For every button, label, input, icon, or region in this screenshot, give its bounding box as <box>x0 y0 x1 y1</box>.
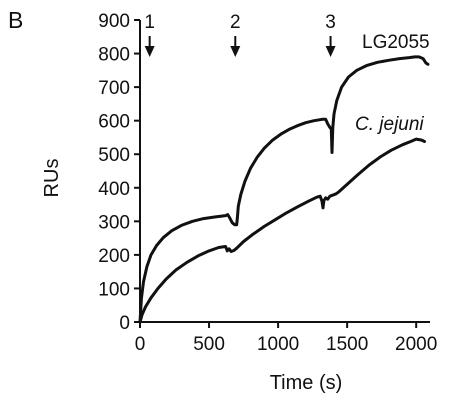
y-tick-label: 200 <box>98 246 130 267</box>
x-tick-label: 500 <box>193 334 225 355</box>
y-tick-label: 0 <box>119 313 130 334</box>
y-tick-label: 700 <box>98 78 130 99</box>
injection-arrow-head <box>325 46 336 57</box>
y-tick-label: 300 <box>98 212 130 233</box>
y-tick-label: 800 <box>98 45 130 66</box>
injection-number: 3 <box>325 12 336 33</box>
x-tick-label: 0 <box>135 334 146 355</box>
x-tick-label: 1500 <box>326 334 368 355</box>
x-axis-label: Time (s) <box>270 372 343 394</box>
y-tick-label: 500 <box>98 145 130 166</box>
y-tick-label: 400 <box>98 179 130 200</box>
y-tick-label: 900 <box>98 11 130 32</box>
y-axis-label: RUs <box>41 159 63 198</box>
x-tick-label: 1000 <box>257 334 299 355</box>
x-tick-label: 2000 <box>395 334 437 355</box>
y-tick-label: 600 <box>98 112 130 133</box>
injection-number: 2 <box>230 12 241 33</box>
injection-arrow-head <box>144 46 155 57</box>
plot-area: 0 100 200 300 400 500 600 700 800 900 0 500 1000 1500… <box>98 11 437 355</box>
series-label-c-jejuni: C. jejuni <box>355 114 424 135</box>
injection-arrow-head <box>230 46 241 57</box>
series-label-lg2055: LG2055 <box>362 32 430 53</box>
injection-number: 1 <box>144 12 155 33</box>
y-tick-label: 100 <box>98 279 130 300</box>
series-line-c-jejuni <box>138 137 426 324</box>
series-line-lg2055 <box>138 55 430 324</box>
panel-letter: B <box>8 7 23 33</box>
